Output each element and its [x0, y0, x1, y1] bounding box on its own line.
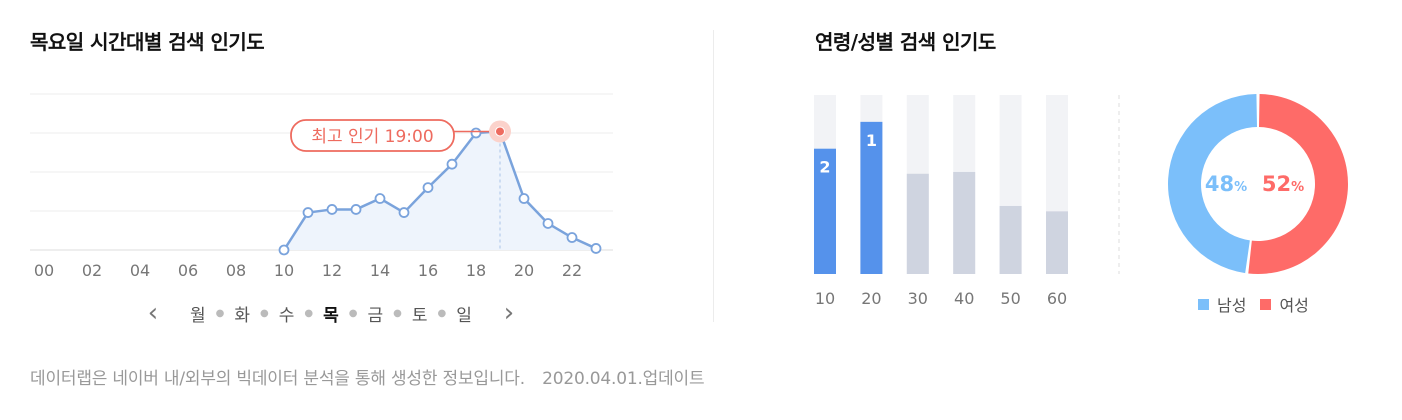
legend-male-label: 남성	[1217, 296, 1247, 315]
bar-rank-label: 1	[866, 131, 877, 150]
line-point	[302, 207, 314, 218]
bar	[1046, 211, 1068, 274]
gender-legend: 남성 여성	[1198, 292, 1323, 316]
day-tab[interactable]: 금	[367, 305, 384, 326]
day-tab[interactable]: 화	[234, 305, 251, 326]
panel-divider	[713, 30, 714, 322]
right-chart-title: 연령/성별 검색 인기도	[815, 30, 996, 54]
chevron-right-icon[interactable]: ›	[503, 298, 515, 328]
x-tick-label: 22	[562, 261, 582, 280]
peak-label-box	[290, 119, 455, 152]
male-swatch	[1198, 298, 1209, 310]
bar	[814, 148, 836, 274]
donut-value-label: 52%	[1262, 172, 1304, 196]
x-tick-label: 04	[130, 261, 150, 280]
bar	[906, 173, 929, 274]
line-point	[422, 182, 434, 194]
line-point	[278, 244, 290, 256]
legend-female-label: 여성	[1279, 296, 1309, 315]
x-tick-label: 20	[514, 261, 534, 280]
bar-chart: 2 10 1 20 30 40 50 60	[814, 95, 1120, 308]
bar-rank-label: 2	[819, 158, 830, 177]
line-point	[590, 243, 602, 254]
x-tick-label: 06	[178, 261, 198, 280]
footer-note: 데이터랩은 네이버 내/외부의 빅데이터 분석을 통해 생성한 정보입니다. 2…	[30, 364, 705, 389]
legend-male: 남성	[1198, 292, 1246, 316]
day-separator: ●	[393, 307, 402, 319]
donut-value-label: 48%	[1205, 172, 1247, 196]
donut-slice	[1168, 94, 1258, 274]
x-tick-label: 02	[82, 261, 102, 280]
bar-category-label: 10	[815, 289, 835, 308]
x-tick-label: 16	[418, 261, 438, 280]
footer-text: 데이터랩은 네이버 내/외부의 빅데이터 분석을 통해 생성한 정보입니다.	[30, 369, 525, 389]
x-tick-label: 10	[274, 261, 294, 280]
day-separator: ●	[437, 307, 447, 319]
bar-category-label: 50	[1000, 289, 1020, 308]
chevron-left-icon[interactable]: ‹	[147, 298, 159, 328]
line-point	[446, 158, 458, 170]
legend-female: 여성	[1260, 292, 1309, 316]
x-tick-label: 14	[370, 261, 390, 280]
charts-canvas: 최고 인기 19:00 00 02 04 06 08 10 12 14 16 18 20 22 2 10 1…	[30, 93, 1349, 308]
bar	[999, 205, 1022, 274]
left-chart-title: 목요일 시간대별 검색 인기도	[30, 30, 265, 54]
day-tab[interactable]: 수	[278, 305, 295, 326]
line-point	[470, 127, 482, 139]
day-separator: ●	[215, 307, 225, 319]
day-separator: ●	[304, 307, 314, 319]
line-point	[374, 193, 386, 204]
day-navigator: ‹ 월 ● 화 ● 수 ● 목 ● 금 ● 토 ● 일 ›	[140, 298, 522, 328]
line-point	[398, 207, 410, 218]
x-tick-label: 08	[226, 261, 246, 280]
day-tab[interactable]: 일	[456, 305, 472, 326]
bar	[860, 121, 883, 274]
line-area-fill	[284, 131, 596, 250]
bar-category-label: 20	[861, 289, 881, 308]
bar-category-label: 60	[1047, 289, 1067, 308]
line-point	[350, 204, 362, 215]
day-separator: ●	[260, 307, 269, 319]
bar	[953, 171, 976, 274]
day-separator: ●	[348, 307, 358, 319]
bar-category-label: 30	[908, 289, 928, 308]
x-tick-label: 12	[322, 261, 342, 280]
day-tab-active[interactable]: 목	[323, 305, 339, 326]
line-point	[326, 204, 338, 215]
peak-point	[495, 126, 505, 137]
line-point	[518, 193, 530, 204]
donut-slice	[1248, 94, 1349, 275]
day-tab[interactable]: 토	[411, 305, 428, 326]
x-tick-label: 18	[466, 261, 486, 280]
line-point	[566, 232, 578, 243]
x-tick-label: 00	[34, 261, 54, 280]
day-tab[interactable]: 월	[190, 305, 206, 326]
line-chart: 최고 인기 19:00 00 02 04 06 08 10 12 14 16 18 20 22	[34, 119, 602, 280]
female-swatch	[1260, 298, 1272, 310]
update-date: 2020.04.01.업데이트	[542, 369, 705, 389]
peak-label: 최고 인기 19:00	[311, 127, 433, 147]
bar-category-label: 40	[954, 289, 974, 308]
line-point	[542, 218, 554, 229]
donut-chart: 48% 52%	[1168, 94, 1349, 275]
